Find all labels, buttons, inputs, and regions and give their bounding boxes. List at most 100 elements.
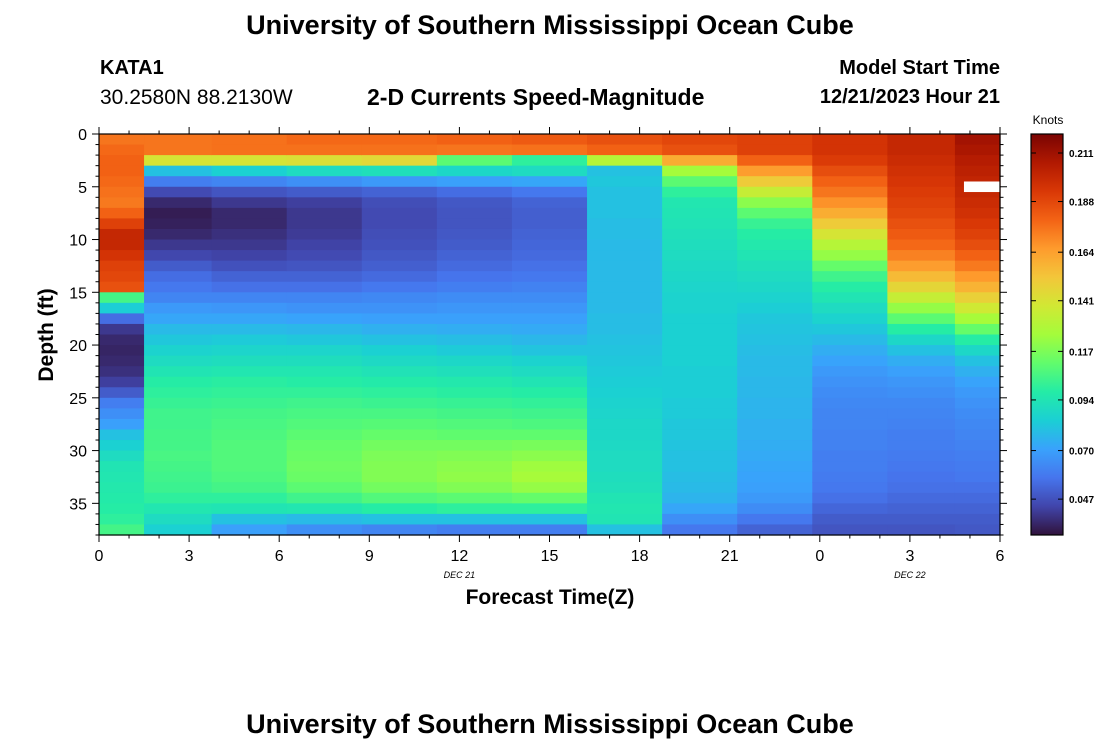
- heatmap-cell: [511, 376, 588, 388]
- heatmap-cell: [286, 471, 363, 483]
- heatmap-cell: [662, 155, 738, 167]
- heatmap-cell: [587, 239, 663, 251]
- heatmap-cell: [144, 334, 213, 346]
- heatmap-cell: [436, 408, 513, 420]
- heatmap-cell: [887, 271, 956, 283]
- heatmap-cell: [511, 482, 588, 494]
- heatmap-cell: [144, 429, 213, 441]
- y-axis-label: Depth (ft): [35, 288, 58, 381]
- heatmap-cell: [954, 260, 1001, 272]
- heatmap-cell: [662, 450, 738, 462]
- heatmap-cell: [361, 239, 438, 251]
- heatmap-cell: [812, 313, 888, 325]
- colorbar-tick-label: 0.070: [1069, 447, 1094, 458]
- heatmap-cell: [812, 440, 888, 452]
- heatmap-cell: [587, 144, 663, 156]
- heatmap-cell: [954, 334, 1001, 346]
- heatmap-cell: [812, 387, 888, 399]
- heatmap-cell: [436, 144, 513, 156]
- heatmap-cell: [812, 429, 888, 441]
- heatmap-cell: [887, 228, 956, 241]
- heatmap-cell: [99, 355, 145, 367]
- heatmap-cell: [954, 450, 1001, 462]
- heatmap-cell: [361, 281, 438, 293]
- heatmap-cell: [812, 134, 888, 146]
- heatmap-cell: [662, 492, 738, 504]
- heatmap-cell: [99, 492, 145, 504]
- heatmap-cell: [436, 376, 513, 388]
- heatmap-cell: [511, 250, 588, 262]
- heatmap-cell: [737, 250, 813, 262]
- heatmap-cell: [511, 186, 588, 198]
- heatmap-cell: [436, 440, 513, 452]
- heatmap-cell: [587, 524, 663, 536]
- y-tick-label: 10: [69, 233, 87, 250]
- heatmap-cell: [99, 323, 145, 336]
- heatmap-cell: [144, 281, 213, 293]
- heatmap-cell: [587, 440, 663, 452]
- heatmap-cell: [511, 313, 588, 325]
- heatmap-cell: [436, 281, 513, 293]
- heatmap-cell: [662, 292, 738, 304]
- heatmap-cell: [361, 397, 438, 409]
- heatmap-cell: [812, 418, 888, 431]
- heatmap-cell: [211, 461, 288, 473]
- heatmap-cell: [436, 450, 513, 462]
- heatmap-cell: [361, 334, 438, 346]
- heatmap-cell: [662, 513, 738, 526]
- colorbar-tick-label: 0.141: [1069, 297, 1094, 308]
- y-tick-label: 35: [69, 496, 87, 513]
- heatmap-cell: [511, 144, 588, 156]
- heatmap-cell: [286, 207, 363, 220]
- heatmap-cell: [737, 471, 813, 483]
- colorbar-tick-label: 0.047: [1069, 495, 1094, 506]
- heatmap-cell: [436, 155, 513, 167]
- heatmap-cell: [286, 134, 363, 146]
- heatmap-cell: [99, 218, 145, 230]
- heatmap-cell: [662, 408, 738, 420]
- heatmap-cell: [587, 366, 663, 378]
- heatmap-cell: [812, 503, 888, 515]
- heatmap-cell: [887, 397, 956, 409]
- heatmap-cell: [286, 250, 363, 262]
- heatmap-cell: [99, 197, 145, 209]
- heatmap-cell: [954, 429, 1001, 441]
- heatmap-cell: [286, 186, 363, 198]
- heatmap-cell: [144, 271, 213, 283]
- heatmap-cell: [99, 313, 145, 325]
- heatmap-cell: [99, 165, 145, 177]
- heatmap-cell: [737, 482, 813, 494]
- heatmap-cell: [511, 260, 588, 272]
- heatmap-cell: [954, 376, 1001, 388]
- heatmap-cell: [361, 376, 438, 388]
- heatmap-cell: [211, 492, 288, 504]
- heatmap-cell: [954, 271, 1001, 283]
- heatmap-cell: [887, 418, 956, 431]
- heatmap-cell: [887, 387, 956, 399]
- heatmap-cell: [954, 155, 1001, 167]
- heatmap-cell: [211, 134, 288, 146]
- heatmap-cell: [662, 345, 738, 357]
- heatmap-cell: [144, 503, 213, 515]
- heatmap-cell: [361, 461, 438, 473]
- heatmap-cell: [511, 366, 588, 378]
- main-title: University of Southern Mississippi Ocean…: [246, 10, 854, 40]
- heatmap-cell: [954, 408, 1001, 420]
- heatmap-cell: [144, 292, 213, 304]
- heatmap-cell: [511, 134, 588, 146]
- heatmap-cell: [812, 260, 888, 272]
- heatmap-cell: [662, 144, 738, 156]
- heatmap-cell: [286, 197, 363, 209]
- heatmap-cell: [286, 334, 363, 346]
- heatmap-cell: [812, 218, 888, 230]
- station-coordinates: 30.2580N 88.2130W: [100, 86, 293, 109]
- heatmap-cell: [511, 207, 588, 220]
- heatmap-cell: [587, 250, 663, 262]
- heatmap-cell: [954, 418, 1001, 431]
- heatmap-cell: [737, 144, 813, 156]
- heatmap-cell: [587, 471, 663, 483]
- heatmap-cell: [812, 450, 888, 462]
- heatmap-cell: [211, 302, 288, 314]
- heatmap-cell: [361, 408, 438, 420]
- heatmap-cell: [887, 345, 956, 357]
